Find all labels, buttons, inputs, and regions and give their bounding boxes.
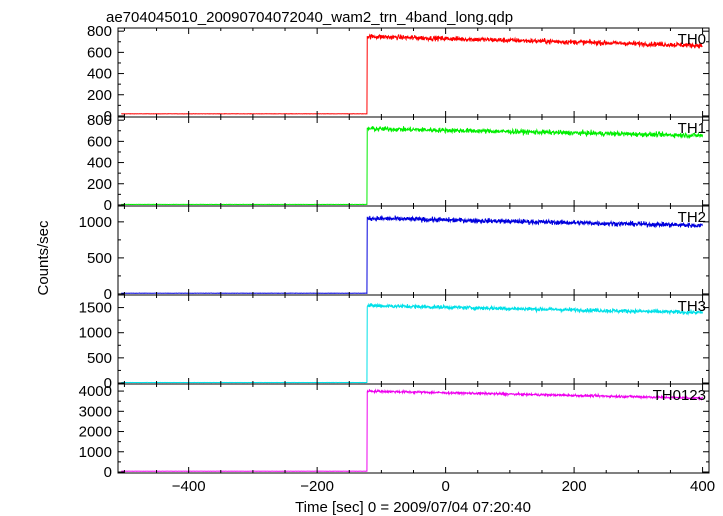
panels: 0 200 400 600 800 TH0 0 200 400 600 800 TH1 0 500 1000…	[79, 23, 715, 495]
y-tick-label: 0	[104, 375, 112, 392]
y-tick-label: 600	[87, 133, 112, 150]
panel-label: TH0	[678, 31, 706, 48]
y-tick-label: 500	[87, 350, 112, 367]
chart-title: ae704045010_20090704072040_wam2_trn_4ban…	[106, 9, 513, 26]
panel-th0: 0 200 400 600 800 TH0	[87, 23, 710, 125]
x-tick-label: 200	[562, 478, 587, 495]
x-tick-label: 400	[690, 478, 715, 495]
series-line-th2	[121, 214, 704, 295]
series-line-th1	[121, 125, 704, 206]
y-tick-label: 1000	[79, 325, 112, 342]
panel-frame	[117, 116, 710, 207]
y-tick-label: 800	[87, 112, 112, 129]
y-tick-label: 4000	[79, 383, 112, 400]
series-line-th3	[121, 302, 704, 384]
series-line-th0	[121, 33, 703, 115]
y-tick-label: 800	[87, 23, 112, 40]
panel-label: TH1	[678, 120, 706, 137]
y-axis-label: Counts/sec	[35, 220, 52, 296]
y-tick-label: 1000	[79, 214, 112, 231]
panel-th1: 0 200 400 600 800 TH1	[87, 112, 710, 214]
series-line-th0123	[121, 388, 704, 472]
y-tick-label: 3000	[79, 403, 112, 420]
panel-frame	[117, 294, 710, 385]
panel-th3: 0 500 1000 1500 TH3	[79, 294, 710, 392]
y-tick-label: 500	[87, 250, 112, 267]
y-tick-label: 0	[104, 464, 112, 481]
panel-label: TH3	[678, 298, 706, 315]
y-tick-label: 0	[104, 197, 112, 214]
y-tick-label: 200	[87, 176, 112, 193]
y-tick-label: 2000	[79, 424, 112, 441]
panel-label: TH0123	[653, 387, 706, 404]
y-tick-label: 400	[87, 155, 112, 172]
panel-th2: 0 500 1000 TH2	[79, 205, 710, 303]
y-tick-label: 600	[87, 44, 112, 61]
x-tick-label: −400	[172, 478, 206, 495]
y-tick-label: 200	[87, 87, 112, 104]
y-tick-label: 0	[104, 108, 112, 125]
y-tick-label: 400	[87, 66, 112, 83]
y-tick-label: 0	[104, 286, 112, 303]
x-tick-label: −200	[300, 478, 334, 495]
panel-label: TH2	[678, 209, 706, 226]
panel-th0123: 0 1000 2000 3000 4000 TH0123	[79, 383, 710, 481]
y-tick-label: 1000	[79, 444, 112, 461]
x-tick-label: 0	[441, 478, 449, 495]
y-tick-label: 1500	[79, 300, 112, 317]
x-axis-label: Time [sec] 0 = 2009/07/04 07:20:40	[295, 499, 531, 516]
